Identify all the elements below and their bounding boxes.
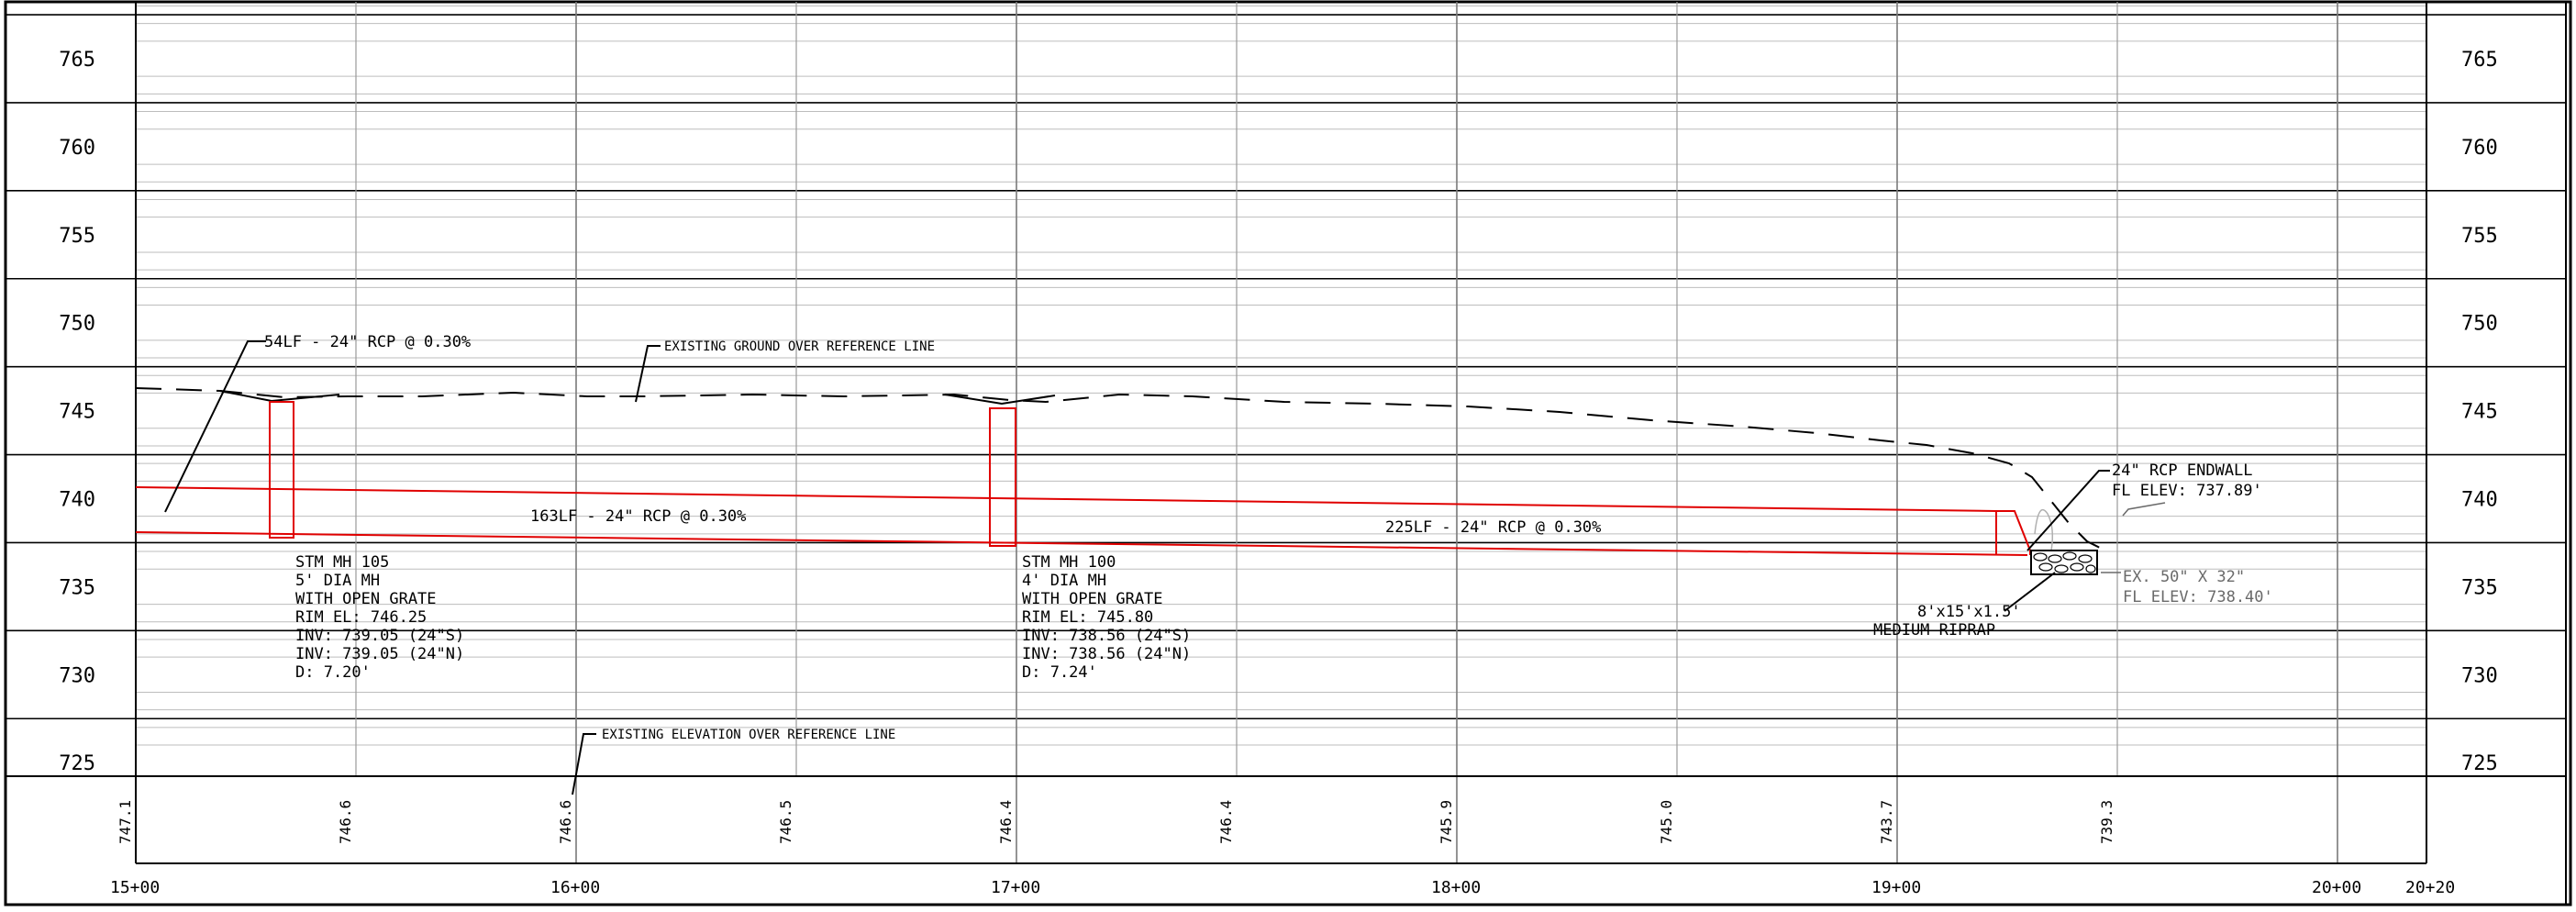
mh100-line-2: 4' DIA MH bbox=[1022, 572, 1106, 590]
station-label: 18+00 bbox=[1431, 878, 1481, 897]
existing-elevation-reading: 747.1 bbox=[117, 800, 134, 844]
riprap-block bbox=[2030, 550, 2098, 575]
sheet-border bbox=[4, 0, 2572, 906]
minor-grid bbox=[136, 5, 2426, 746]
elevation-label-right: 765 bbox=[2461, 49, 2498, 72]
mh100-line-7: D: 7.24' bbox=[1022, 663, 1097, 682]
manhole-100-notes: STM MH 100 4' DIA MH WITH OPEN GRATE RIM… bbox=[1022, 553, 1191, 682]
leader-54lf bbox=[164, 340, 266, 513]
elevation-label-left: 750 bbox=[59, 313, 95, 336]
elevation-label-right: 725 bbox=[2461, 752, 2498, 775]
elevation-label-left: 765 bbox=[59, 49, 95, 72]
existing-elevation-reading: 745.9 bbox=[1438, 800, 1455, 844]
station-label: 20+00 bbox=[2312, 878, 2361, 897]
existing-culvert-size: EX. 50" X 32" bbox=[2123, 568, 2245, 586]
elevation-label-right: 735 bbox=[2461, 576, 2498, 599]
leader-riprap bbox=[2004, 572, 2056, 612]
mh105-line-7: D: 7.20' bbox=[295, 663, 371, 682]
manhole-105-notes: STM MH 105 5' DIA MH WITH OPEN GRATE RIM… bbox=[295, 553, 464, 682]
mh100-rim-cone bbox=[944, 394, 1056, 406]
existing-culvert-fl-elev: FL ELEV: 738.40' bbox=[2123, 588, 2273, 606]
elevation-label-right: 730 bbox=[2461, 664, 2498, 687]
station-label: 17+00 bbox=[991, 878, 1040, 897]
mh100-line-4: RIM EL: 745.80 bbox=[1022, 608, 1153, 627]
existing-elevation-reading: 746.6 bbox=[337, 800, 354, 844]
endwall-fl-elev: FL ELEV: 737.89' bbox=[2112, 482, 2262, 500]
mh100-line-6: INV: 738.56 (24"N) bbox=[1022, 645, 1191, 663]
existing-elevation-reading: 739.3 bbox=[2098, 800, 2115, 844]
elevation-label-left: 755 bbox=[59, 225, 95, 248]
existing-elevation-reading: 743.7 bbox=[1878, 800, 1895, 844]
elevation-axis-left: 765 760 755 750 745 740 735 730 725 bbox=[59, 49, 95, 775]
pipe-invert bbox=[135, 531, 2028, 556]
elevation-axis-right: 765 760 755 750 745 740 735 730 725 bbox=[2461, 49, 2498, 775]
endwall-label: 24" RCP ENDWALL bbox=[2112, 462, 2253, 480]
riprap-type: MEDIUM RIPRAP bbox=[1873, 621, 1995, 640]
mh105-line-4: RIM EL: 746.25 bbox=[295, 608, 427, 627]
existing-elevation-reading: 746.4 bbox=[997, 800, 1015, 844]
mh100-line-3: WITH OPEN GRATE bbox=[1022, 590, 1163, 608]
station-label: 19+00 bbox=[1871, 878, 1921, 897]
mh100-line-5: INV: 738.56 (24"S) bbox=[1022, 627, 1191, 645]
elevation-label-right: 740 bbox=[2461, 489, 2498, 512]
pipe-label-163lf: 163LF - 24" RCP @ 0.30% bbox=[530, 507, 746, 526]
elevation-label-right: 750 bbox=[2461, 313, 2498, 336]
pipe-label-54lf: 54LF - 24" RCP @ 0.30% bbox=[264, 333, 471, 351]
existing-elevation-reading: 745.0 bbox=[1658, 800, 1675, 844]
pipe-crown bbox=[135, 486, 1997, 512]
storm-pipe-run bbox=[135, 401, 2031, 556]
mh105-line-2: 5' DIA MH bbox=[295, 572, 380, 590]
station-axis: 15+00 16+00 17+00 18+00 19+00 20+00 20+20 bbox=[110, 878, 2455, 897]
leaders-existing bbox=[2101, 502, 2166, 573]
mh105-line-5: INV: 739.05 (24"S) bbox=[295, 627, 464, 645]
existing-elevation-callout: EXISTING ELEVATION OVER REFERENCE LINE bbox=[602, 728, 895, 742]
manhole-105 bbox=[269, 401, 294, 539]
leader-endwall bbox=[2026, 470, 2110, 551]
leader-existing-ground bbox=[635, 345, 661, 403]
elevation-label-right: 755 bbox=[2461, 225, 2498, 248]
elevation-label-right: 745 bbox=[2461, 401, 2498, 424]
elevation-label-left: 725 bbox=[59, 752, 95, 775]
mh105-line-1: STM MH 105 bbox=[295, 553, 389, 572]
elevation-label-right: 760 bbox=[2461, 137, 2498, 160]
existing-elevation-reading: 746.4 bbox=[1217, 800, 1235, 844]
existing-culvert-outline bbox=[2034, 509, 2054, 551]
riprap-size: 8'x15'x1.5' bbox=[1917, 603, 2021, 621]
mh105-line-6: INV: 739.05 (24"N) bbox=[295, 645, 464, 663]
elevation-label-left: 740 bbox=[59, 489, 95, 512]
station-label: 16+00 bbox=[550, 878, 600, 897]
endwall bbox=[1996, 510, 2031, 555]
mh105-line-3: WITH OPEN GRATE bbox=[295, 590, 437, 608]
elevation-label-left: 745 bbox=[59, 401, 95, 424]
elevation-label-left: 735 bbox=[59, 576, 95, 599]
station-label: 20+20 bbox=[2405, 878, 2455, 897]
existing-elevation-readings: 747.1 746.6 746.6 746.5 746.4 746.4 745.9 745.0… bbox=[117, 800, 2115, 844]
leader-existing-elevation bbox=[572, 733, 596, 795]
station-label: 15+00 bbox=[110, 878, 160, 897]
elevation-label-left: 760 bbox=[59, 137, 95, 160]
pipe-label-225lf: 225LF - 24" RCP @ 0.30% bbox=[1385, 518, 1601, 537]
mh100-line-1: STM MH 100 bbox=[1022, 553, 1116, 572]
existing-elevation-reading: 746.6 bbox=[557, 800, 574, 844]
existing-ground-line bbox=[135, 387, 2106, 551]
manhole-100 bbox=[989, 407, 1016, 547]
existing-ground-callout: EXISTING GROUND OVER REFERENCE LINE bbox=[664, 339, 935, 354]
existing-elevation-reading: 746.5 bbox=[777, 800, 794, 844]
leaders bbox=[164, 340, 2110, 795]
elevation-label-left: 730 bbox=[59, 664, 95, 687]
major-grid bbox=[6, 2, 2566, 863]
leader-existing-culvert-top bbox=[2122, 502, 2166, 517]
